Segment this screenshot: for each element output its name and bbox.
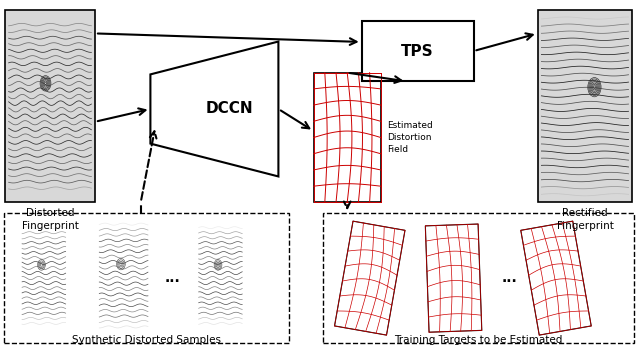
Bar <box>5 10 95 202</box>
Polygon shape <box>335 221 405 335</box>
Text: Rectified
Fingerprint: Rectified Fingerprint <box>557 208 613 231</box>
Text: ...: ... <box>164 271 180 285</box>
Bar <box>323 213 634 343</box>
Text: Estimated
Distortion
Field: Estimated Distortion Field <box>387 121 433 154</box>
Text: TPS: TPS <box>401 44 434 58</box>
Text: DCCN: DCCN <box>205 101 253 117</box>
Bar <box>314 73 381 202</box>
Bar <box>538 10 632 202</box>
Polygon shape <box>521 221 591 335</box>
Text: Distorted
Fingerprint: Distorted Fingerprint <box>22 208 79 231</box>
Polygon shape <box>426 224 482 332</box>
Bar <box>4 213 289 343</box>
Text: ...: ... <box>502 271 517 285</box>
Polygon shape <box>150 42 278 176</box>
Text: Training Targets to be Estimated: Training Targets to be Estimated <box>394 335 563 345</box>
Bar <box>362 21 474 81</box>
Text: Synthetic Distorted Samples: Synthetic Distorted Samples <box>72 335 221 345</box>
